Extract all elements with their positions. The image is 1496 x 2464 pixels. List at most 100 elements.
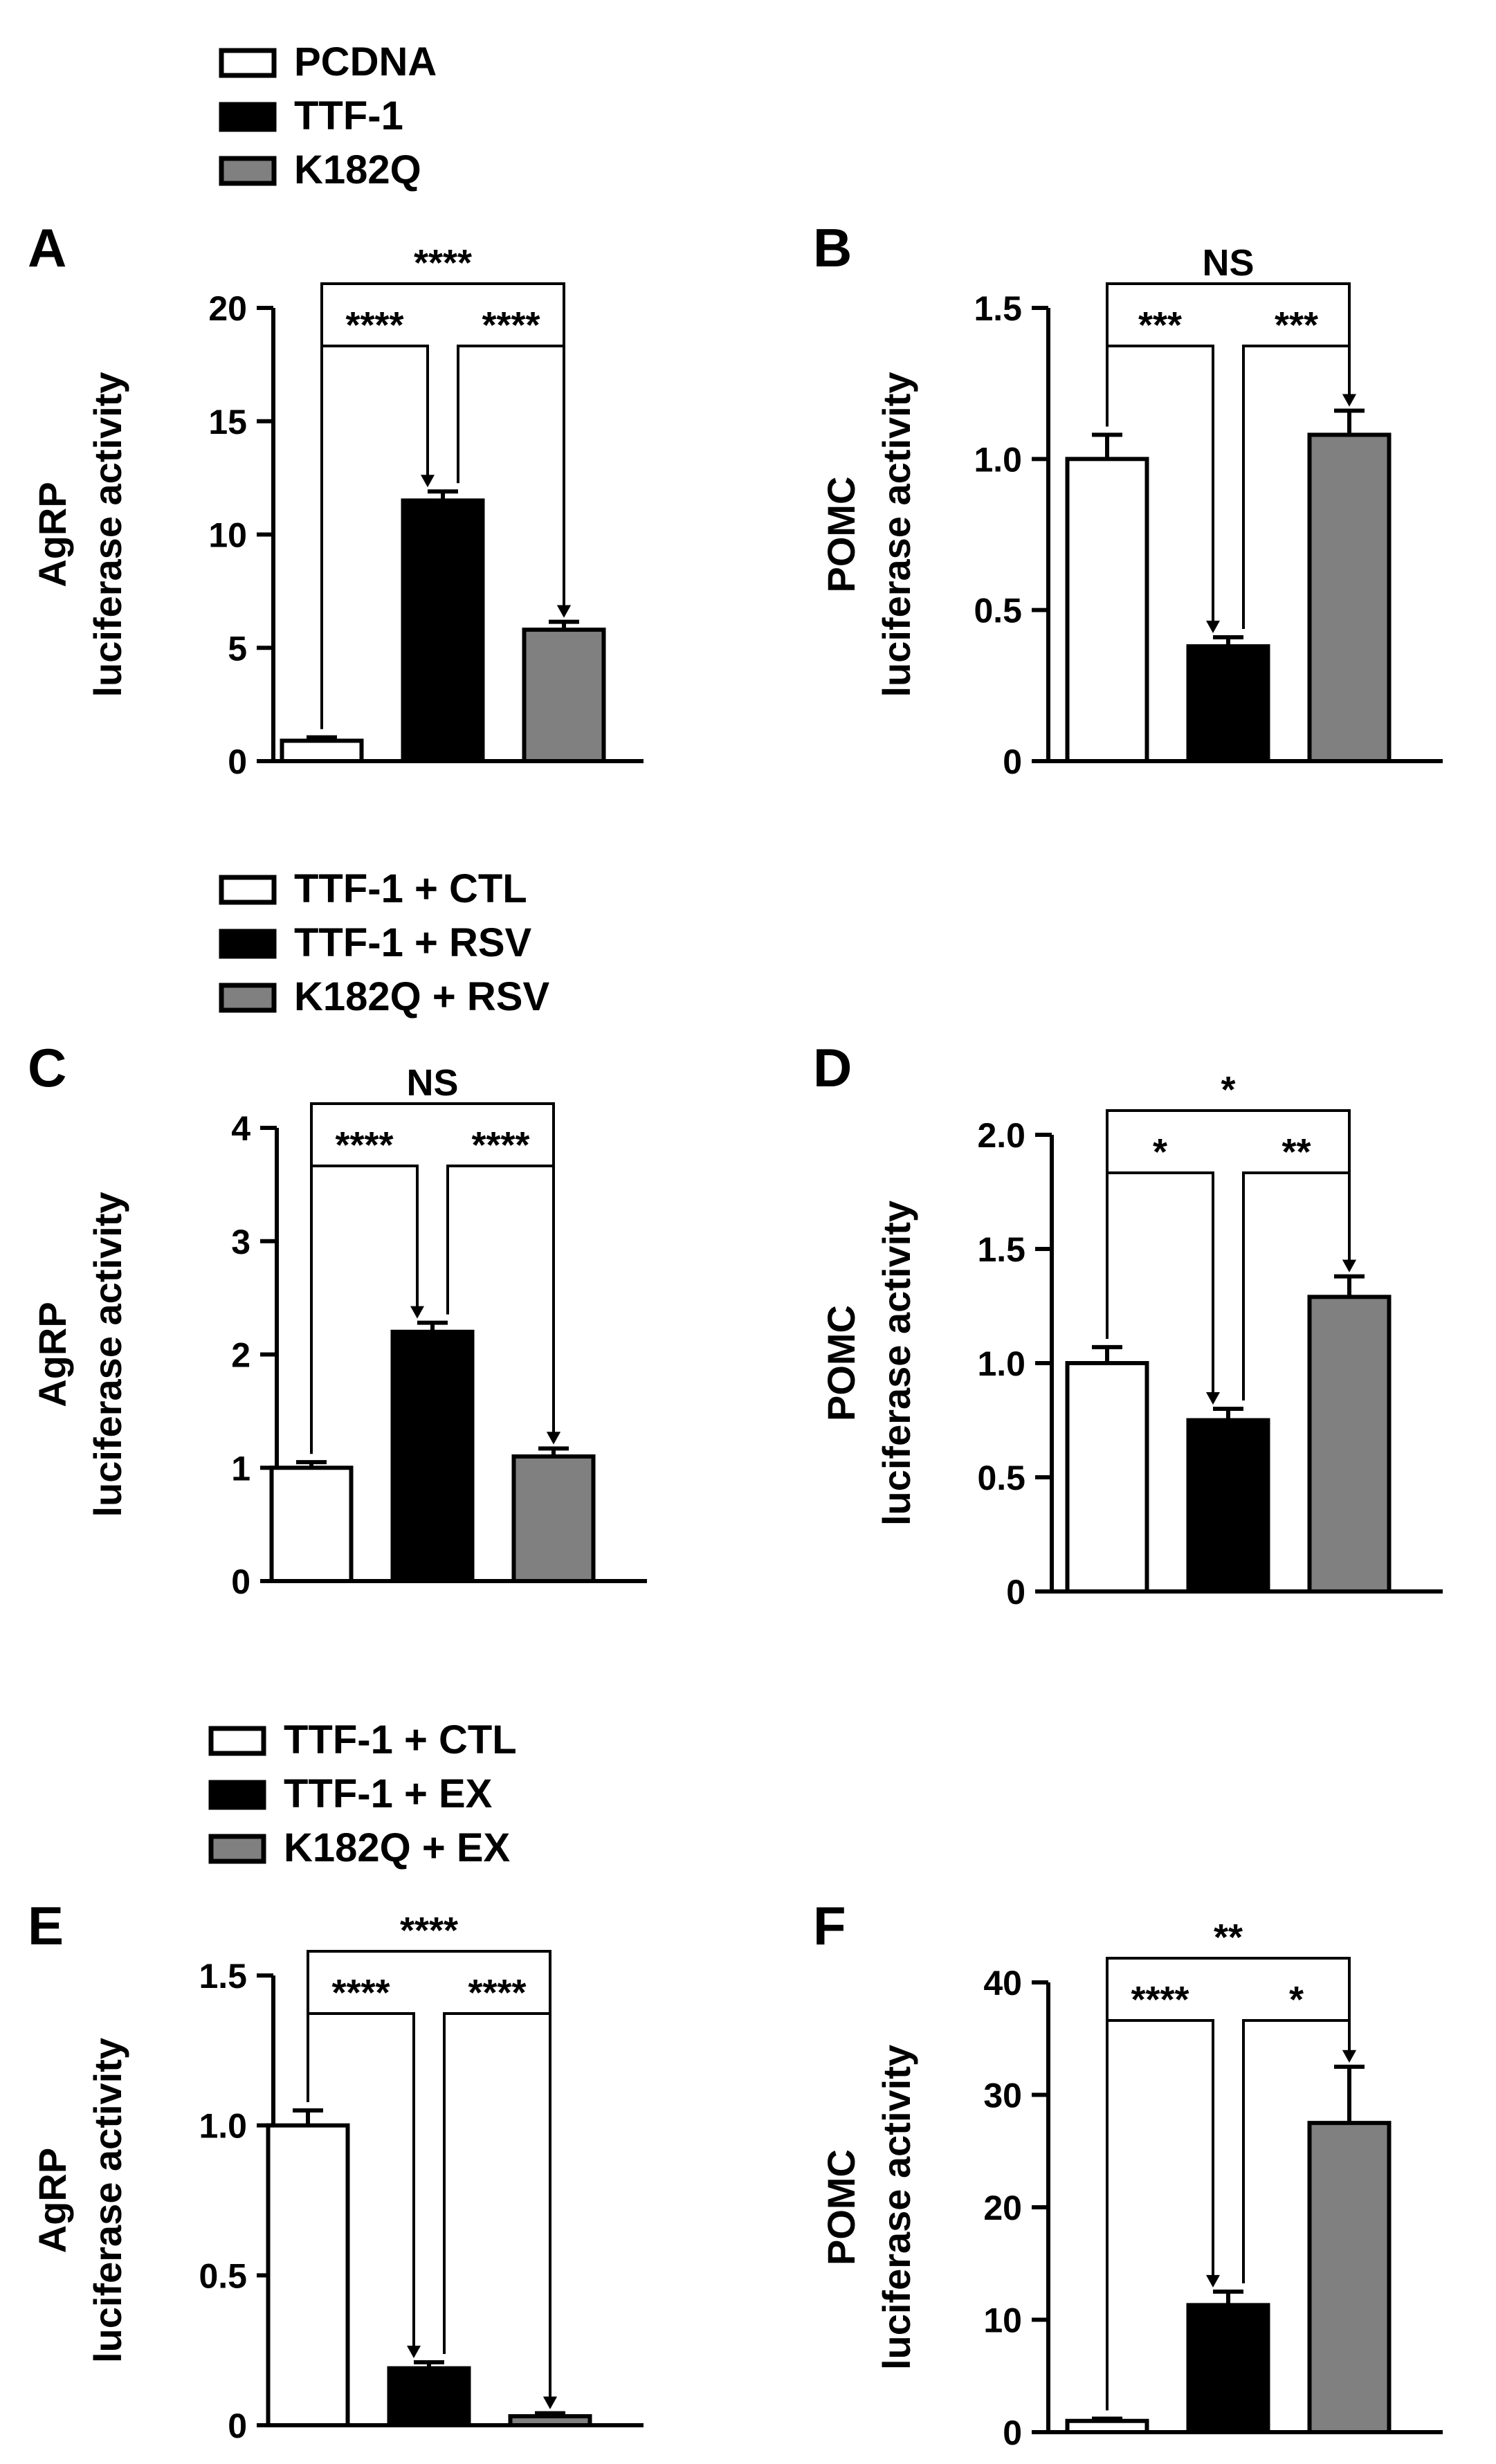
significance-label: NS (406, 1062, 458, 1104)
panel-label-C: C (28, 1037, 66, 1098)
y-tick-label: 0.5 (977, 1459, 1025, 1497)
bar-3 (1307, 1295, 1392, 1594)
significance-label: **** (468, 1972, 526, 2014)
panel-label-B: B (813, 217, 852, 278)
bracket-line (1106, 1957, 1351, 2411)
y-tick-label: 0 (228, 2407, 247, 2445)
significance-label: **** (1131, 1979, 1189, 2020)
bar-2 (1186, 644, 1270, 763)
bar-1 (280, 738, 364, 764)
y-tick-label: 1 (231, 1449, 250, 1488)
y-axis-subtitle: luciferase activity (875, 372, 918, 697)
significance-label: * (1221, 1069, 1235, 1111)
y-axis-subtitle: luciferase activity (86, 2038, 129, 2363)
y-axis-title: POMC (819, 1305, 863, 1421)
legend-2: TTF-1 + CTL TTF-1 + RSV K182Q + RSV (219, 866, 549, 1019)
significance-bracket-3: ** (1106, 1917, 1356, 2411)
legend-label-1: PCDNA (294, 39, 437, 84)
legend-swatch-3 (219, 983, 277, 1013)
significance-bracket-3: **** (320, 242, 571, 729)
legend-label-2: TTF-1 + RSV (294, 920, 532, 965)
y-tick-label: 0 (231, 1562, 250, 1601)
y-tick-label: 0.5 (199, 2256, 247, 2295)
bracket-arrow (1342, 394, 1356, 407)
panel-label-F: F (813, 1895, 846, 1956)
panel-B: B POMC luciferase activity 0 0.5 1.0 1.5 *** ***… (813, 217, 1443, 781)
bar-2 (387, 2366, 471, 2428)
bracket-arrow (407, 2346, 421, 2358)
bar-1 (1065, 1361, 1149, 1594)
y-tick-label: 2 (231, 1336, 250, 1375)
bracket-arrow (421, 475, 435, 488)
legend-swatch-2 (219, 102, 277, 132)
legend-label-1: TTF-1 + CTL (294, 866, 527, 911)
bracket-line (307, 1950, 551, 2405)
legend-label-3: K182Q + RSV (294, 974, 549, 1019)
y-tick-label: 15 (208, 403, 247, 441)
y-tick-label: 0 (1003, 2413, 1022, 2452)
bar-3 (522, 628, 606, 763)
y-tick-label: 20 (208, 289, 247, 328)
y-tick-label: 2.0 (977, 1116, 1025, 1155)
significance-label: *** (1138, 304, 1182, 346)
bracket-line (310, 1102, 555, 1454)
bracket-arrow (557, 605, 571, 618)
y-tick-label: 1.0 (199, 2107, 247, 2146)
bar-2 (1186, 1418, 1270, 1594)
bar-1 (1065, 457, 1149, 763)
legend-1: PCDNA TTF-1 K182Q (219, 39, 437, 192)
y-tick-label: 30 (983, 2077, 1022, 2115)
bar-2 (1186, 2303, 1270, 2434)
significance-label: **** (345, 304, 403, 346)
legend-label-3: K182Q (294, 147, 421, 192)
legend-swatch-1 (219, 48, 277, 78)
bracket-line (1106, 1109, 1351, 1339)
bracket-arrow (1206, 620, 1220, 633)
y-tick-label: 4 (231, 1109, 250, 1148)
significance-label: NS (1202, 242, 1254, 284)
y-tick-label: 0 (1006, 1573, 1025, 1612)
panel-C: C AgRP luciferase activity 0 1 2 3 4 **** **** NS (28, 1037, 647, 1601)
legend-swatch-2 (208, 1780, 266, 1810)
bar-1 (266, 2123, 350, 2428)
bar-3 (511, 1454, 596, 1583)
y-axis-subtitle: luciferase activity (875, 2045, 918, 2370)
y-tick-label: 40 (983, 1964, 1022, 2002)
y-tick-label: 20 (983, 2189, 1022, 2227)
bar-2 (401, 498, 485, 763)
significance-label: ** (1281, 1131, 1311, 1173)
y-tick-label: 1.5 (977, 1230, 1025, 1269)
y-tick-label: 0 (228, 742, 247, 781)
bracket-line (443, 2012, 551, 2405)
significance-label: **** (400, 1910, 458, 1951)
legend-label-3: K182Q + EX (284, 1825, 511, 1870)
bracket-line (320, 282, 565, 729)
bracket-arrow (1342, 1259, 1356, 1272)
significance-label: **** (335, 1124, 393, 1166)
y-tick-label: 3 (231, 1223, 250, 1261)
bar-2 (390, 1329, 475, 1583)
y-axis-title: POMC (819, 2149, 863, 2265)
y-axis-title: AgRP (30, 1302, 74, 1407)
y-tick-label: 1.0 (977, 1344, 1025, 1383)
legend-label-2: TTF-1 + EX (284, 1771, 493, 1816)
bar-3 (1307, 2121, 1392, 2434)
y-axis-subtitle: luciferase activity (875, 1201, 918, 1526)
significance-bracket-2: **** (443, 1972, 557, 2409)
y-tick-label: 1.5 (974, 289, 1022, 328)
significance-label: **** (471, 1124, 529, 1166)
bracket-arrow (1206, 2274, 1220, 2288)
significance-bracket-1: **** (307, 1972, 421, 2358)
significance-label: **** (331, 1972, 390, 2014)
panel-label-A: A (28, 217, 66, 278)
y-axis-title: AgRP (30, 482, 74, 587)
legend-swatch-3 (219, 156, 277, 186)
y-axis-subtitle: luciferase activity (86, 372, 129, 697)
legend-swatch-1 (219, 875, 277, 905)
y-tick-label: 1.0 (974, 440, 1022, 479)
bracket-arrow (543, 2396, 557, 2409)
